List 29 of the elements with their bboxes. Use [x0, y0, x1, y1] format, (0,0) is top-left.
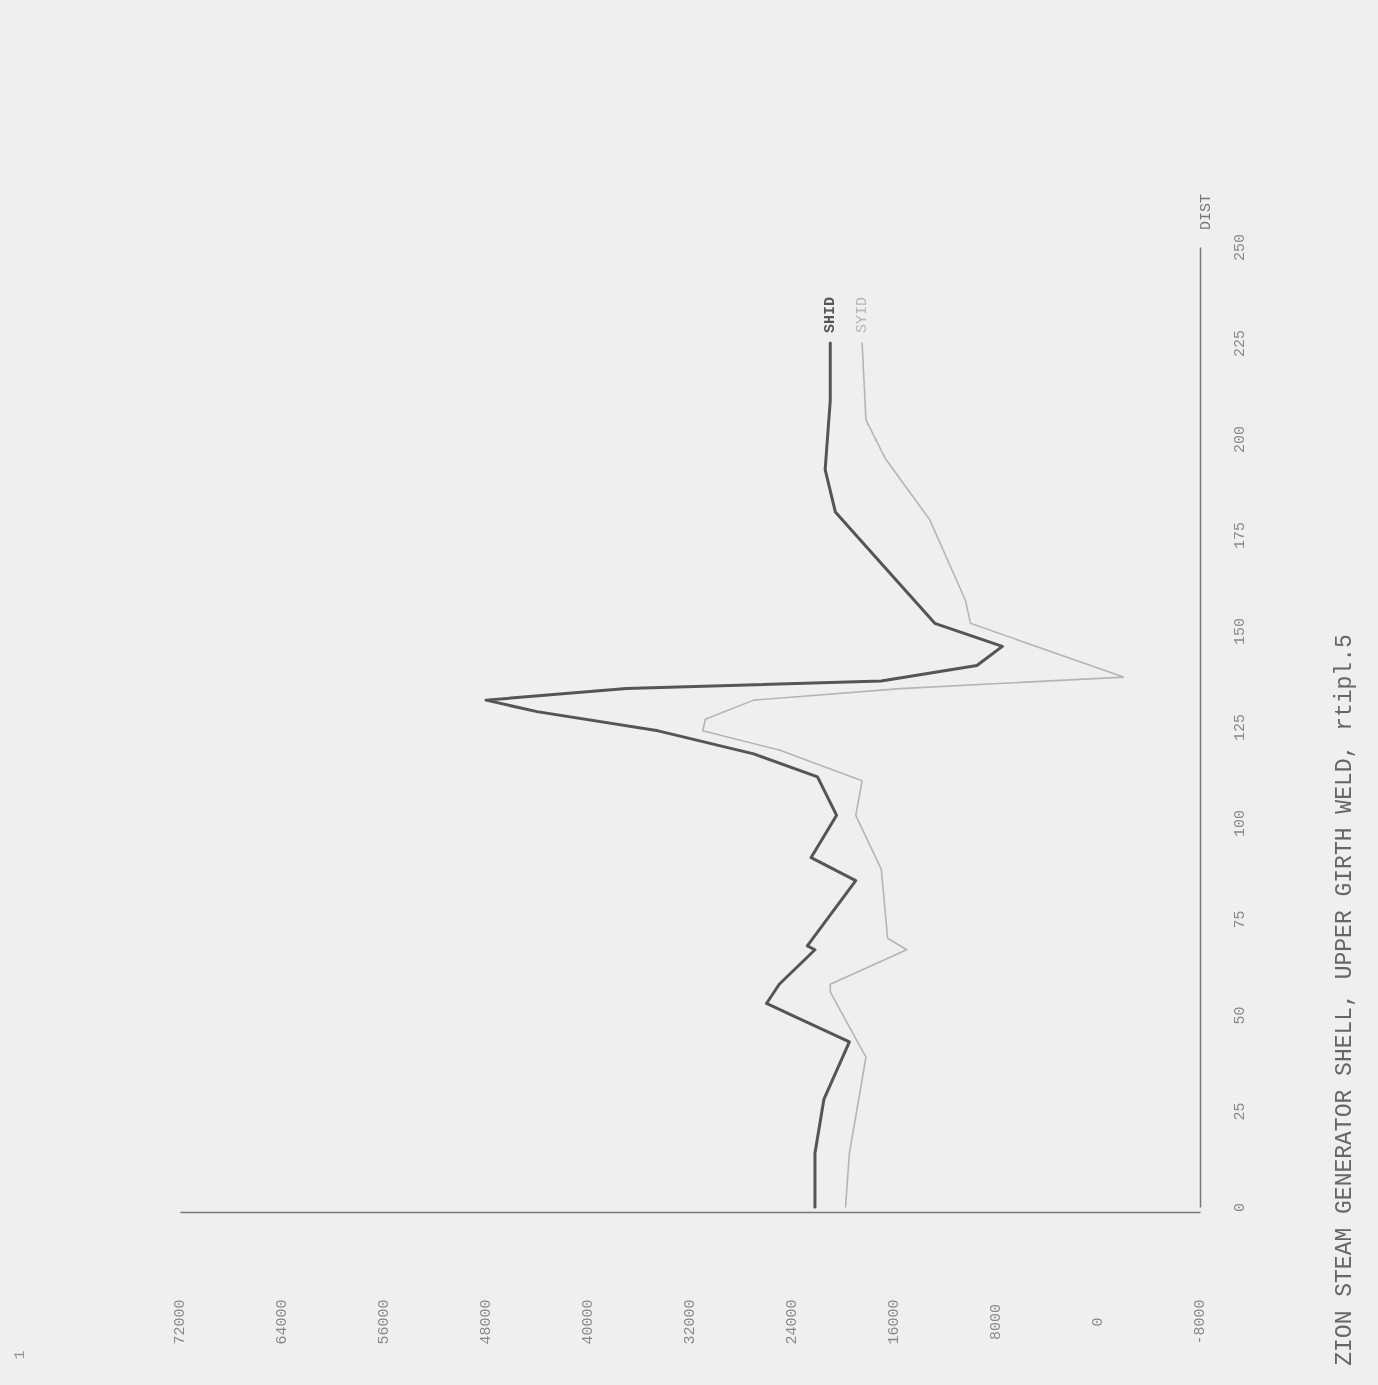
x-tick-label: 40000	[580, 1299, 597, 1345]
text: ZION STEAM GENERATOR SHELL, UPPER GIRTH WELD, rtipl.5	[1332, 634, 1358, 1366]
x-tick-label: 72000	[172, 1299, 189, 1345]
line-series	[484, 341, 1004, 1209]
text: SYID	[853, 296, 871, 334]
x-tick-label: 64000	[274, 1299, 291, 1345]
x-tick-label: 16000	[886, 1299, 903, 1345]
y-tick-label: 200	[1231, 425, 1249, 454]
text: SHID	[821, 296, 839, 334]
y-tick-label: 75	[1231, 910, 1249, 929]
x-tick-label: 0	[1090, 1317, 1107, 1327]
x-tick-label: -8000	[1192, 1299, 1209, 1345]
x-tick-label: 32000	[682, 1299, 699, 1345]
y-tick-label: 125	[1231, 713, 1249, 742]
y-tick-label: 25	[1231, 1102, 1249, 1121]
x-tick-label: 8000	[988, 1303, 1005, 1341]
y-tick-label: 50	[1231, 1006, 1249, 1025]
x-tick-label: 48000	[478, 1299, 495, 1345]
x-tick-label: 56000	[376, 1299, 393, 1345]
y-tick-label: 100	[1231, 809, 1249, 838]
x-tick-label: 24000	[784, 1299, 801, 1345]
y-tick-label: 150	[1231, 617, 1249, 646]
y-tick-label: 175	[1231, 521, 1249, 550]
y-tick-label: 0	[1231, 1202, 1249, 1213]
y-tick-label: 250	[1231, 233, 1249, 262]
y-tick-label: 225	[1231, 329, 1249, 358]
text: 1	[11, 1350, 29, 1360]
line-series	[701, 342, 1125, 1208]
y-axis-title: DIST	[1197, 193, 1215, 231]
